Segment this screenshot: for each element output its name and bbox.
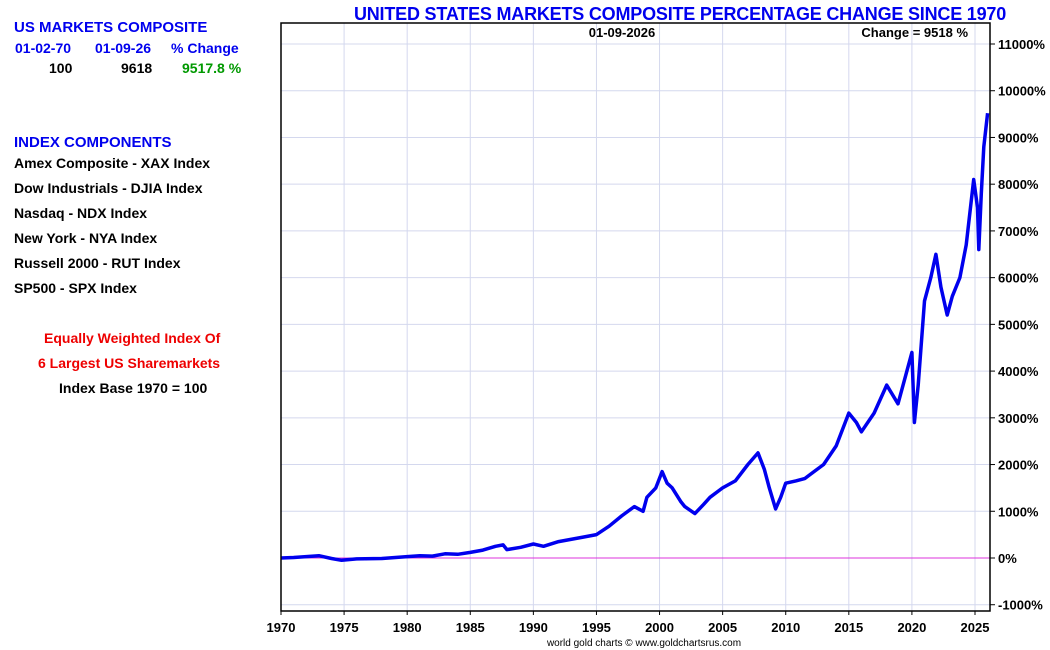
summary-heading: US MARKETS COMPOSITE xyxy=(14,19,208,36)
chart-title: UNITED STATES MARKETS COMPOSITE PERCENTA… xyxy=(353,4,1007,24)
x-axis: 1970 1975 1980 1985 1990 1995 2000 2005 2010 2015… xyxy=(267,611,990,635)
x-tick-label: 2010 xyxy=(771,620,800,635)
y-tick-label: 1000% xyxy=(998,504,1039,519)
components-heading: INDEX COMPONENTS xyxy=(14,134,172,151)
x-tick-label: 2000 xyxy=(645,620,674,635)
y-tick-label: 4000% xyxy=(998,364,1039,379)
credit-text: world gold charts © www.goldchartsrus.co… xyxy=(546,638,741,649)
component-item: Nasdaq - NDX Index xyxy=(14,205,148,221)
y-tick-label: 2000% xyxy=(998,458,1039,473)
summary-col-change: % Change xyxy=(171,40,239,56)
x-tick-label: 2020 xyxy=(897,620,926,635)
y-tick-label: 8000% xyxy=(998,177,1039,192)
x-tick-label: 2015 xyxy=(834,620,863,635)
grid xyxy=(280,23,990,611)
x-tick-label: 1990 xyxy=(519,620,548,635)
component-item: New York - NYA Index xyxy=(14,230,158,246)
x-tick-label: 2005 xyxy=(708,620,737,635)
summary-change-value: 9517.8 % xyxy=(182,60,242,76)
y-axis: -1000% 0% 1000% 2000% 3000% 4000% 5000% 6000% 70… xyxy=(990,37,1046,613)
x-tick-label: 1985 xyxy=(456,620,485,635)
summary-start-value: 100 xyxy=(49,60,73,76)
y-tick-label: 3000% xyxy=(998,411,1039,426)
y-tick-label: 7000% xyxy=(998,224,1039,239)
component-item: Amex Composite - XAX Index xyxy=(14,155,211,171)
date-label: 01-09-2026 xyxy=(589,25,656,40)
y-tick-label: 6000% xyxy=(998,271,1039,286)
change-label: Change = 9518 % xyxy=(861,25,968,40)
y-tick-label: -1000% xyxy=(998,598,1043,613)
component-item: SP500 - SPX Index xyxy=(14,280,137,296)
note-line-1: Equally Weighted Index Of xyxy=(44,330,221,346)
plot-frame xyxy=(280,22,991,612)
y-tick-label: 0% xyxy=(998,551,1017,566)
component-item: Dow Industrials - DJIA Index xyxy=(14,180,203,196)
x-tick-label: 1995 xyxy=(582,620,611,635)
series-line xyxy=(280,113,990,563)
y-tick-label: 10000% xyxy=(998,84,1046,99)
x-tick-label: 2025 xyxy=(961,620,990,635)
x-tick-label: 1975 xyxy=(330,620,359,635)
summary-col-end-date: 01-09-26 xyxy=(95,40,152,56)
note-line-2: 6 Largest US Sharemarkets xyxy=(38,355,221,371)
y-tick-label: 11000% xyxy=(998,37,1045,52)
x-tick-label: 1970 xyxy=(267,620,296,635)
component-item: Russell 2000 - RUT Index xyxy=(14,255,181,271)
summary-end-value: 9618 xyxy=(121,60,153,76)
x-tick-label: 1980 xyxy=(393,620,422,635)
y-tick-label: 9000% xyxy=(998,130,1039,145)
summary-col-start-date: 01-02-70 xyxy=(15,40,72,56)
y-tick-label: 5000% xyxy=(998,317,1039,332)
note-line-3: Index Base 1970 = 100 xyxy=(59,380,208,396)
